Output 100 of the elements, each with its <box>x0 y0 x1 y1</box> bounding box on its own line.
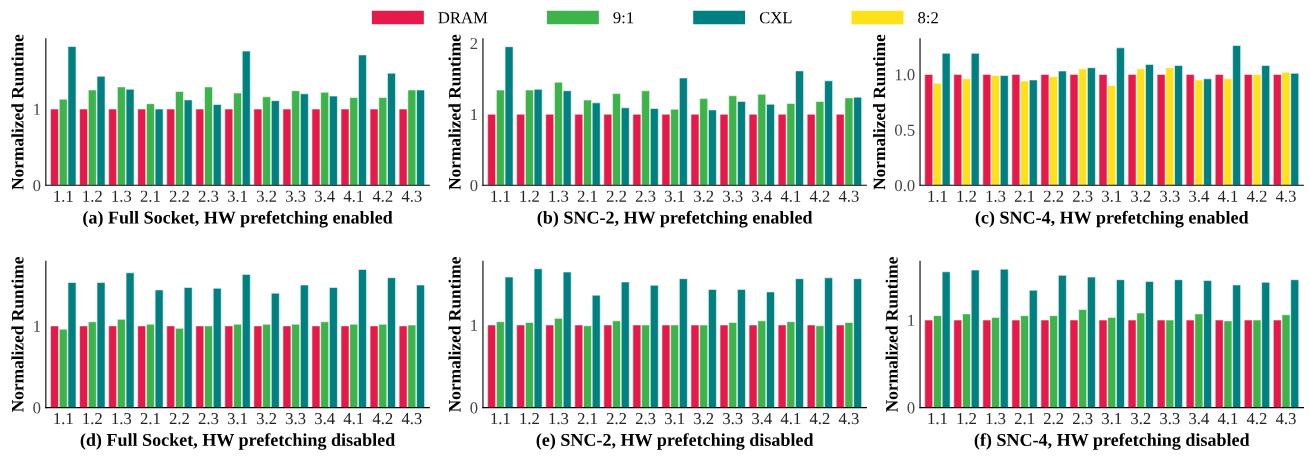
x-tick-label: 1.3 <box>549 413 569 425</box>
y-tick-label: 0 <box>907 402 915 414</box>
y-tick-label: 1 <box>471 319 478 331</box>
y-tick-label: 0 <box>33 179 41 192</box>
x-tick-label: 4.1 <box>343 413 364 425</box>
x-tick-label: 4.1 <box>343 190 364 202</box>
x-tick-label: 4.2 <box>1246 413 1267 425</box>
y-tick-label: 2 <box>470 37 478 49</box>
x-tick-label: 3.2 <box>694 413 714 425</box>
y-axis-title: Normalized Runtime <box>448 257 461 413</box>
x-tick-label: 1.1 <box>928 413 947 425</box>
x-tick-label: 2.1 <box>1014 190 1035 202</box>
x-tick-label: 1.1 <box>491 413 510 425</box>
x-tick-label: 2.2 <box>169 190 189 202</box>
y-tick-label: 0 <box>470 402 478 414</box>
x-tick-label: 1.2 <box>520 190 539 202</box>
y-tick-label: 1.0 <box>895 69 915 81</box>
y-axis-title: Normalized Runtime <box>885 257 898 413</box>
x-tick-label: 2.1 <box>1014 413 1035 425</box>
y-axis-title: Normalized Runtime <box>11 257 24 413</box>
x-tick-label: 1.3 <box>112 413 132 425</box>
x-tick-label: 3.3 <box>1160 413 1180 425</box>
x-tick-label: 4.3 <box>401 413 422 425</box>
x-axis-title: (c) SNC-4, HW prefetching enabled <box>975 210 1249 228</box>
x-axis-title: (a) Full Socket, HW prefetching enabled <box>83 210 393 228</box>
x-tick-label: 4.2 <box>372 190 393 202</box>
x-tick-label: 3.1 <box>227 413 247 425</box>
x-tick-label: 3.2 <box>1131 413 1151 425</box>
x-axis-title: (f) SNC-4, HW prefetching disabled <box>974 433 1250 450</box>
y-tick-label: 0.5 <box>894 124 915 136</box>
x-tick-label: 3.1 <box>1102 413 1122 425</box>
x-tick-label: 3.4 <box>752 190 772 202</box>
x-tick-label: 1.1 <box>54 413 73 425</box>
x-tick-label: 1.2 <box>83 413 102 425</box>
x-tick-label: 4.3 <box>401 190 422 202</box>
x-tick-label: 2.2 <box>1043 190 1064 202</box>
x-tick-label: 4.3 <box>838 413 859 425</box>
x-tick-label: 2.3 <box>198 413 219 425</box>
x-tick-label: 4.2 <box>809 413 830 425</box>
y-tick-label: 1 <box>34 103 40 115</box>
y-axis-title: Normalized Runtime <box>11 34 24 190</box>
x-tick-label: 4.3 <box>838 190 859 202</box>
x-tick-label: 2.2 <box>1043 413 1064 425</box>
x-tick-label: 1.2 <box>957 413 977 425</box>
x-tick-label: 3.3 <box>723 190 743 202</box>
x-tick-label: 3.4 <box>315 190 335 202</box>
x-tick-label: 3.4 <box>1189 413 1210 425</box>
x-tick-label: 2.2 <box>169 413 189 425</box>
y-axis-title: Normalized Runtime <box>873 34 886 190</box>
legend-label: 8:2 <box>918 12 938 24</box>
legend-label: DRAM <box>438 12 488 24</box>
x-tick-label: 2.1 <box>577 190 597 202</box>
x-tick-label: 2.1 <box>140 190 160 202</box>
x-tick-label: 3.2 <box>694 190 714 202</box>
y-tick-label: 0.0 <box>894 179 915 192</box>
x-tick-label: 4.2 <box>809 190 830 202</box>
x-tick-label: 2.1 <box>577 413 597 425</box>
x-tick-label: 1.1 <box>54 190 73 202</box>
x-tick-label: 3.2 <box>1131 190 1151 202</box>
x-tick-label: 1.2 <box>957 190 977 202</box>
x-tick-label: 3.2 <box>256 190 277 202</box>
y-tick-label: 1 <box>471 108 478 120</box>
x-tick-label: 2.3 <box>1073 413 1093 425</box>
x-tick-label: 2.2 <box>606 413 627 425</box>
x-tick-label: 1.2 <box>520 413 539 425</box>
x-tick-label: 4.3 <box>1275 190 1296 202</box>
x-tick-label: 1.3 <box>112 190 132 202</box>
x-tick-label: 4.2 <box>1246 190 1267 202</box>
x-tick-label: 2.3 <box>198 190 219 202</box>
x-tick-label: 4.2 <box>372 413 393 425</box>
x-tick-label: 3.4 <box>315 413 335 425</box>
x-tick-label: 4.1 <box>1217 190 1238 202</box>
y-tick-label: 0 <box>470 179 478 192</box>
x-tick-label: 1.3 <box>986 413 1006 425</box>
x-axis-title: (e) SNC-2, HW prefetching disabled <box>536 433 814 450</box>
x-tick-label: 2.3 <box>635 190 656 202</box>
x-tick-label: 3.1 <box>665 413 685 425</box>
x-tick-label: 2.1 <box>140 413 160 425</box>
x-tick-label: 1.2 <box>83 190 102 202</box>
x-tick-label: 1.3 <box>986 190 1006 202</box>
x-tick-label: 3.3 <box>1160 190 1180 202</box>
y-axis-title: Normalized Runtime <box>448 34 461 190</box>
x-tick-label: 3.1 <box>1102 190 1122 202</box>
x-tick-label: 3.1 <box>665 190 685 202</box>
x-tick-label: 3.3 <box>286 190 306 202</box>
legend-label: CXL <box>759 12 792 24</box>
x-tick-label: 2.2 <box>606 190 627 202</box>
y-tick-label: 1 <box>34 320 40 332</box>
x-tick-label: 4.1 <box>780 190 801 202</box>
y-tick-label: 1 <box>908 314 915 326</box>
x-tick-label: 3.3 <box>286 413 306 425</box>
x-tick-label: 4.1 <box>1217 413 1238 425</box>
y-tick-label: 0 <box>33 402 41 414</box>
x-tick-label: 3.1 <box>227 190 247 202</box>
x-axis-title: (d) Full Socket, HW prefetching disabled <box>80 433 396 450</box>
x-tick-label: 2.3 <box>635 413 656 425</box>
x-tick-label: 1.3 <box>549 190 569 202</box>
x-tick-label: 4.3 <box>1275 413 1296 425</box>
x-tick-label: 3.4 <box>1189 190 1210 202</box>
x-tick-label: 1.1 <box>491 190 510 202</box>
